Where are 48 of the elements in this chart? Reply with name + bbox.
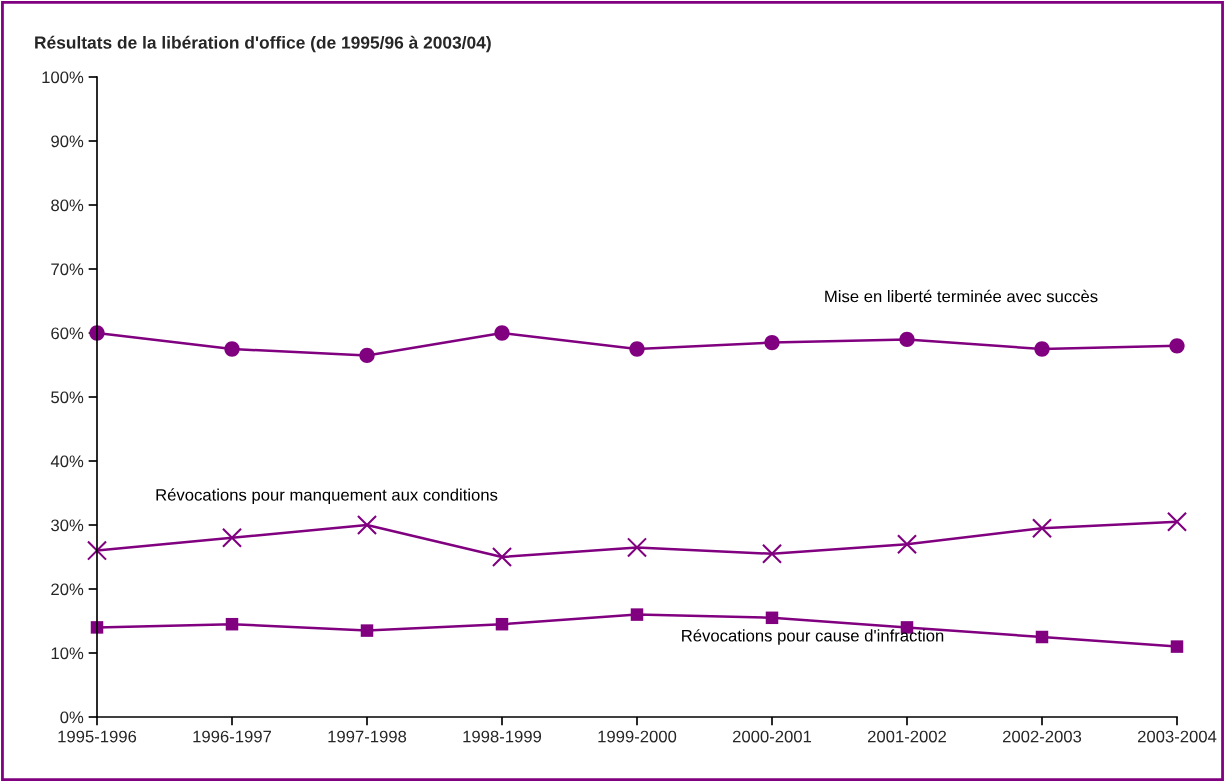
x-tick-label: 1995-1996: [58, 730, 137, 743]
x-tick-label: 1996-1997: [193, 730, 272, 743]
series-label: Révocations pour cause d'infraction: [682, 629, 944, 645]
point: [1169, 338, 1185, 354]
y-tick-label: 40%: [50, 455, 84, 468]
point: [494, 325, 510, 341]
y-tick-label: 90%: [51, 135, 84, 148]
x-tick-label: 2001-2002: [867, 730, 947, 743]
point: [1031, 518, 1053, 539]
point: [86, 540, 108, 561]
x-tick-label: 2002-2003: [1002, 730, 1082, 743]
point: [224, 341, 240, 357]
point: [629, 341, 645, 357]
y-tick-label: 10%: [51, 647, 84, 660]
point: [1034, 341, 1050, 357]
y-tick-label: 0%: [60, 711, 84, 724]
point: [630, 608, 644, 621]
x-tick-label: 2003-2004: [1137, 730, 1217, 743]
text: Mise en liberté terminée avec succès: [825, 289, 1098, 303]
point: [765, 611, 779, 625]
x-tick-label: 1998-1999: [463, 730, 542, 743]
y-tick-label: 100%: [42, 71, 84, 84]
x-tick-label: 1997-1998: [328, 730, 407, 743]
series-label: Révocations pour manquement aux conditions: [156, 488, 498, 505]
x-tick-label: 2000-2001: [732, 730, 812, 743]
point: [899, 331, 915, 348]
point: [360, 624, 374, 637]
point: [491, 546, 513, 568]
y-tick-label: 80%: [51, 199, 84, 212]
point: [225, 617, 239, 631]
point: [1035, 630, 1049, 644]
y-tick-label: 60%: [51, 327, 84, 340]
point: [626, 537, 648, 558]
y-tick-label: 30%: [51, 519, 84, 532]
point: [495, 617, 509, 631]
point: [359, 347, 375, 364]
chart-title: Résultats de la libération d'office (de 1995/96 à 2003/04): [35, 35, 491, 53]
point: [896, 534, 918, 555]
point: [761, 543, 783, 564]
y-tick-label: 20%: [51, 583, 84, 596]
point: [1166, 511, 1188, 532]
y-tick-label: 50%: [51, 391, 84, 404]
y-tick-label: 70%: [51, 263, 84, 276]
point: [356, 514, 378, 536]
x-tick-label: 1999-2000: [598, 730, 677, 743]
point: [764, 334, 780, 351]
point: [1170, 640, 1184, 653]
point: [221, 527, 243, 548]
